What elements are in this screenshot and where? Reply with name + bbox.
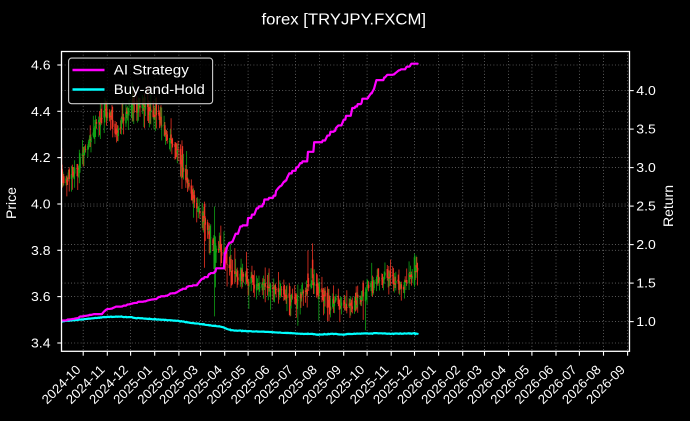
svg-text:forex [TRYJPY.FXCM]: forex [TRYJPY.FXCM] [262,11,427,28]
svg-text:3.5: 3.5 [636,122,656,137]
svg-text:3.0: 3.0 [636,160,656,175]
svg-text:1.0: 1.0 [636,314,656,329]
svg-text:4.2: 4.2 [31,150,51,165]
svg-text:Price: Price [3,187,19,219]
svg-text:3.6: 3.6 [31,289,51,304]
svg-text:1.5: 1.5 [636,276,656,291]
svg-text:4.0: 4.0 [636,83,656,98]
svg-text:4.4: 4.4 [31,104,51,119]
svg-text:2.0: 2.0 [636,237,656,252]
svg-text:Buy-and-Hold: Buy-and-Hold [114,82,205,97]
svg-text:4.0: 4.0 [31,197,51,212]
svg-text:Return: Return [660,185,676,227]
svg-text:2.5: 2.5 [636,199,656,214]
svg-text:AI Strategy: AI Strategy [114,63,189,78]
svg-text:4.6: 4.6 [31,58,51,73]
svg-text:3.8: 3.8 [31,243,51,258]
svg-text:3.4: 3.4 [31,336,51,351]
